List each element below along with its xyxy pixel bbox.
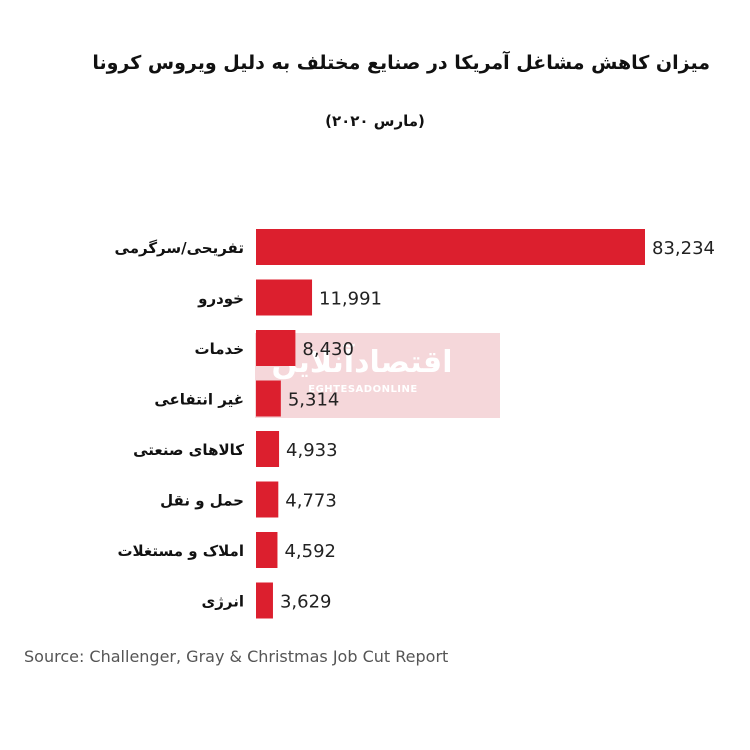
- watermark-logo: [255, 333, 500, 418]
- category-label-5: حمل و نقل: [160, 492, 244, 510]
- value-label-1: 11,991: [319, 289, 382, 310]
- bar-6: [256, 532, 278, 568]
- source-note: Source: Challenger, Gray & Christmas Job…: [24, 647, 449, 666]
- value-label-4: 4,933: [286, 440, 338, 461]
- category-label-6: املاک و مستغلات: [117, 542, 244, 560]
- category-label-7: انرژی: [202, 593, 245, 611]
- category-label-4: کالاهای صنعتی: [133, 441, 244, 459]
- bar-5: [256, 481, 279, 518]
- watermark-subtext: EGHTESADONLINE: [308, 384, 418, 395]
- value-label-6: 4,592: [284, 541, 336, 562]
- value-label-2: 8,430: [302, 339, 354, 360]
- category-label-3: غیر انتفاعی: [154, 391, 244, 409]
- bar-7: [256, 582, 273, 619]
- category-label-1: خودرو: [197, 290, 244, 308]
- chart-title: میزان کاهش مشاغل آمریکا در صنایع مختلف ب…: [92, 52, 710, 74]
- watermark-text: اقتصادآنلاین: [271, 345, 453, 380]
- bar-0: [256, 229, 645, 265]
- value-label-3: 5,314: [288, 390, 340, 411]
- chart-subtitle: (مارس ۲۰۲۰): [325, 112, 425, 130]
- value-label-5: 4,773: [285, 491, 337, 512]
- bar-1: [256, 279, 313, 316]
- bar-2: [256, 330, 296, 366]
- bar-4: [256, 431, 280, 467]
- bar-chart: تفریحی/سرگرمی 83,234 خودرو 11,991 خدمات 8,430…: [115, 229, 715, 619]
- value-label-7: 3,629: [280, 592, 332, 613]
- category-label-2: خدمات: [195, 340, 244, 358]
- category-label-0: تفریحی/سرگرمی: [115, 239, 244, 257]
- value-label-0: 83,234: [652, 238, 715, 259]
- bar-3: [256, 380, 281, 417]
